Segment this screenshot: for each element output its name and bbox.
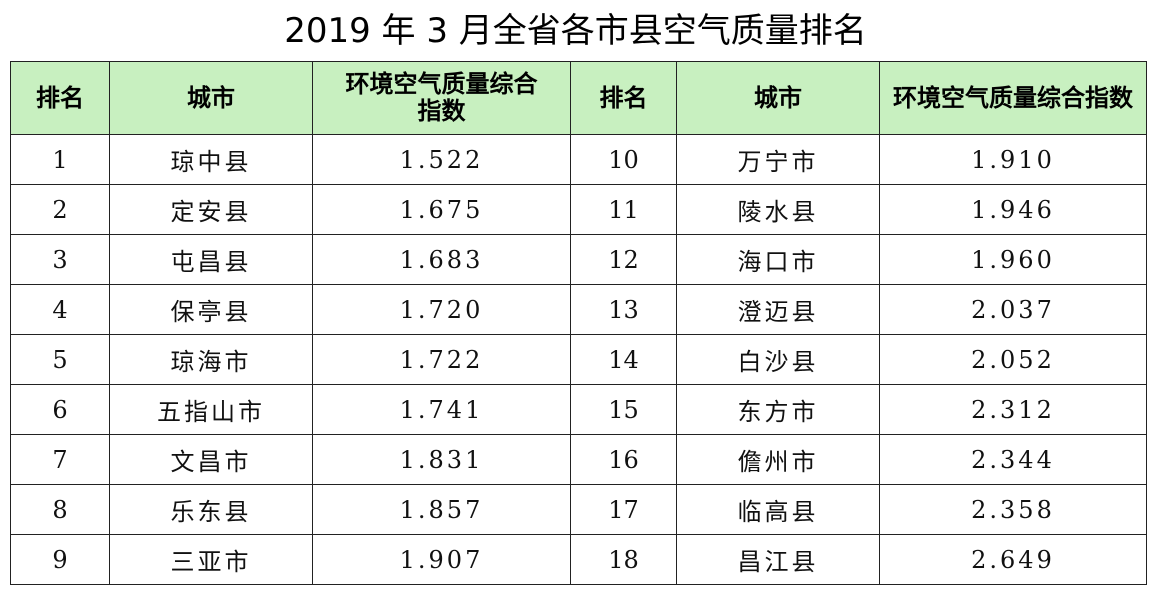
header-index-left: 环境空气质量综合指数 [312, 61, 571, 135]
rank-cell: 16 [570, 434, 677, 485]
table-row: 6 五指山市 1.741 15 东方市 2.312 [10, 384, 1147, 435]
rank-cell: 11 [570, 184, 677, 235]
table-row: 2 定安县 1.675 11 陵水县 1.946 [10, 184, 1147, 235]
index-cell: 1.675 [312, 184, 571, 235]
rank-cell: 5 [10, 334, 110, 385]
rank-cell: 12 [570, 234, 677, 285]
rank-cell: 7 [10, 434, 110, 485]
city-cell: 白沙县 [676, 334, 880, 385]
city-cell: 文昌市 [109, 434, 313, 485]
rank-cell: 17 [570, 484, 677, 535]
rank-cell: 1 [10, 134, 110, 185]
index-cell: 1.741 [312, 384, 571, 435]
city-cell: 乐东县 [109, 484, 313, 535]
index-cell: 1.683 [312, 234, 571, 285]
table-row: 5 琼海市 1.722 14 白沙县 2.052 [10, 334, 1147, 385]
index-cell: 2.312 [879, 384, 1147, 435]
table-row: 7 文昌市 1.831 16 儋州市 2.344 [10, 434, 1147, 485]
header-rank-left: 排名 [10, 61, 110, 135]
rank-cell: 2 [10, 184, 110, 235]
index-cell: 2.649 [879, 534, 1147, 585]
table-row: 8 乐东县 1.857 17 临高县 2.358 [10, 484, 1147, 535]
rank-cell: 15 [570, 384, 677, 435]
index-cell: 1.831 [312, 434, 571, 485]
table-row: 1 琼中县 1.522 10 万宁市 1.910 [10, 134, 1147, 185]
table-row: 9 三亚市 1.907 18 昌江县 2.649 [10, 534, 1147, 585]
rank-cell: 6 [10, 384, 110, 435]
table-header-row: 排名 城市 环境空气质量综合指数 排名 城市 环境空气质量综合指数 [10, 61, 1147, 135]
city-cell: 陵水县 [676, 184, 880, 235]
index-cell: 1.857 [312, 484, 571, 535]
rank-cell: 10 [570, 134, 677, 185]
city-cell: 儋州市 [676, 434, 880, 485]
index-cell: 1.722 [312, 334, 571, 385]
index-cell: 1.910 [879, 134, 1147, 185]
city-cell: 五指山市 [109, 384, 313, 435]
city-cell: 保亭县 [109, 284, 313, 335]
header-city-left: 城市 [109, 61, 313, 135]
city-cell: 屯昌县 [109, 234, 313, 285]
rank-cell: 13 [570, 284, 677, 335]
index-cell: 1.960 [879, 234, 1147, 285]
city-cell: 东方市 [676, 384, 880, 435]
header-index-right-label: 环境空气质量综合指数 [893, 83, 1133, 112]
rank-cell: 4 [10, 284, 110, 335]
index-cell: 1.720 [312, 284, 571, 335]
page-title: 2019 年 3 月全省各市县空气质量排名 [284, 11, 867, 51]
index-cell: 1.946 [879, 184, 1147, 235]
rank-cell: 8 [10, 484, 110, 535]
index-cell: 2.358 [879, 484, 1147, 535]
rank-cell: 18 [570, 534, 677, 585]
index-cell: 2.344 [879, 434, 1147, 485]
index-cell: 1.907 [312, 534, 571, 585]
city-cell: 琼中县 [109, 134, 313, 185]
city-cell: 澄迈县 [676, 284, 880, 335]
city-cell: 琼海市 [109, 334, 313, 385]
city-cell: 三亚市 [109, 534, 313, 585]
index-cell: 1.522 [312, 134, 571, 185]
city-cell: 昌江县 [676, 534, 880, 585]
header-index-left-label: 环境空气质量综合指数 [345, 70, 538, 125]
index-cell: 2.052 [879, 334, 1147, 385]
city-cell: 临高县 [676, 484, 880, 535]
ranking-table: 排名 城市 环境空气质量综合指数 排名 城市 环境空气质量综合指数 1 琼中县 … [10, 61, 1147, 585]
city-cell: 定安县 [109, 184, 313, 235]
rank-cell: 14 [570, 334, 677, 385]
table-row: 4 保亭县 1.720 13 澄迈县 2.037 [10, 284, 1147, 335]
index-cell: 2.037 [879, 284, 1147, 335]
rank-cell: 9 [10, 534, 110, 585]
table-row: 3 屯昌县 1.683 12 海口市 1.960 [10, 234, 1147, 285]
header-index-right: 环境空气质量综合指数 [879, 61, 1147, 135]
city-cell: 海口市 [676, 234, 880, 285]
city-cell: 万宁市 [676, 134, 880, 185]
header-city-right: 城市 [676, 61, 880, 135]
header-rank-right: 排名 [570, 61, 677, 135]
rank-cell: 3 [10, 234, 110, 285]
